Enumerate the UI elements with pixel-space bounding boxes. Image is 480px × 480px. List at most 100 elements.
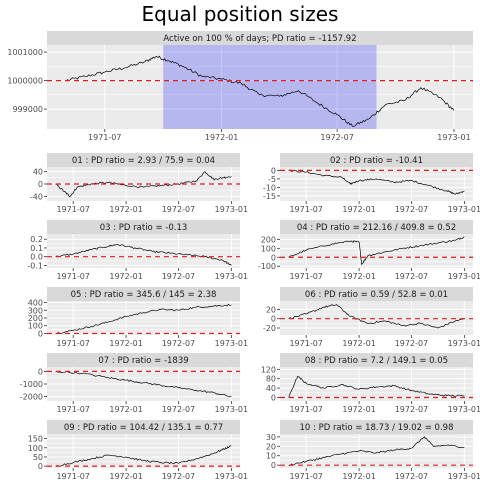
x-tick-label: 1972-07 [395,272,428,281]
x-tick-label: 1972-01 [342,472,375,480]
series-line [288,304,465,329]
y-tick-label: -40 [30,192,43,201]
facet-strip-label: 09 : PD ratio = 104.42 / 135.1 = 0.77 [64,423,223,433]
y-tick-label: 300 [28,306,43,315]
x-tick-label: 1972-07 [320,133,353,142]
facet-strip-label: 02 : PD ratio = -10.41 [330,156,423,166]
panel-07: 07 : PD ratio = -1839 -2000 -1000 0 1971-07 1… [20,353,248,414]
panel-02: 02 : PD ratio = -10.41 -15-10-50 1971-07 19… [263,153,480,214]
x-tick-label: 1973-01 [448,272,480,281]
x-tick-label: 1973-01 [437,133,470,142]
plot-panel [47,434,240,468]
panel-08: 08 : PD ratio = 7.2 / 149.1 = 0.05040801… [261,353,480,414]
x-tick-label: 1972-07 [395,472,428,480]
x-tick-label: 1972-01 [109,272,142,281]
x-tick-label: 1971-07 [289,472,322,480]
y-tick-label: -10 [263,183,276,192]
y-tick-label: 400 [28,299,43,308]
panel-04: 04 : PD ratio = 212.16 / 409.8 = 0.52 -10… [258,220,480,281]
x-tick-label: 1972-01 [342,205,375,214]
x-tick-label: 1971-07 [56,405,89,414]
y-tick-label: 999000 [12,105,43,114]
facet-strip [47,153,240,167]
y-tick-label: 20 [266,442,276,451]
x-tick-label: 1972-01 [109,472,142,480]
x-tick-label: 1972-07 [162,405,195,414]
x-tick-label: 1972-07 [162,205,195,214]
facet-strip [47,220,240,234]
series-line [55,244,232,266]
series-line [55,371,232,397]
y-tick-label: 0 [38,367,43,376]
y-tick-label: -1000 [20,380,43,389]
chart-panels: Active on 100 % of days; PD ratio = -115… [7,31,480,480]
plot-panel [280,167,473,201]
y-tick-label: -0.1 [27,261,43,270]
series-line [288,169,465,195]
panel-06: 06 : PD ratio = 0.59 / 52.8 = 0.01 -20020… [263,287,480,348]
facet-strip [280,153,473,167]
y-tick-label: 200 [28,314,43,323]
x-tick-label: 1971-07 [56,472,89,480]
x-tick-label: 1971-07 [289,205,322,214]
series-line [288,236,465,266]
y-tick-label: 10 [266,452,276,461]
y-tick-label: 200 [261,235,276,244]
y-tick-label: -5 [268,175,276,184]
x-tick-label: 1973-01 [215,272,248,281]
x-tick-label: 1972-07 [162,339,195,348]
x-tick-label: 1971-07 [56,272,89,281]
y-tick-label: 0 [271,166,276,175]
x-tick-label: 1972-01 [342,272,375,281]
series-line [55,445,232,467]
y-tick-label: 20 [266,305,276,314]
facet-strip [280,287,473,301]
x-tick-label: 1972-01 [109,205,142,214]
y-tick-label: 0 [38,329,43,338]
facet-strip [47,420,240,434]
y-tick-label: 120 [261,365,276,374]
facet-strip-label: 03 : PD ratio = -0.13 [100,223,188,233]
x-tick-label: 1971-07 [88,133,121,142]
y-tick-label: 0.1 [30,244,43,253]
x-tick-label: 1973-01 [448,472,480,480]
x-tick-label: 1973-01 [215,205,248,214]
x-tick-label: 1972-07 [162,272,195,281]
panel-09: 09 : PD ratio = 104.42 / 135.1 = 0.77 050… [28,420,248,480]
series-line [55,171,232,198]
x-tick-label: 1972-01 [342,405,375,414]
x-tick-label: 1971-07 [56,339,89,348]
y-tick-label: -100 [258,262,276,271]
y-tick-label: 80 [266,375,276,384]
x-tick-label: 1971-07 [289,405,322,414]
y-tick-label: -15 [263,192,276,201]
y-tick-label: 100 [28,444,43,453]
facet-strip [280,220,473,234]
x-tick-label: 1971-07 [289,272,322,281]
facet-strip-label: 01 : PD ratio = 2.93 / 75.9 = 0.04 [72,156,215,166]
series-line [288,375,465,398]
plot-panel [47,45,473,129]
y-tick-label: 30 [266,433,276,442]
x-tick-label: 1972-07 [395,205,428,214]
facet-strip-label: 10 : PD ratio = 18.73 / 19.02 = 0.98 [300,423,454,433]
y-tick-label: 0 [271,315,276,324]
y-tick-label: 100 [261,244,276,253]
facet-strip-label: 08 : PD ratio = 7.2 / 149.1 = 0.05 [305,356,448,366]
panel-03: 03 : PD ratio = -0.13 -0.10.00.10.2 1971-0… [27,220,248,281]
facet-strip [47,31,473,45]
y-tick-label: -20 [263,324,276,333]
active-period-highlight [163,45,377,129]
facet-strip [47,287,240,301]
facet-strip [280,353,473,367]
x-tick-label: 1972-07 [395,339,428,348]
y-tick-label: 0.2 [30,235,43,244]
y-tick-label: -2000 [20,393,43,402]
y-tick-label: 0.0 [30,253,43,262]
x-tick-label: 1973-01 [215,405,248,414]
series-line [288,436,465,466]
y-tick-label: 0 [38,462,43,471]
panel-05: 05 : PD ratio = 345.6 / 145 = 2.38 010020… [28,287,248,348]
x-tick-label: 1971-07 [56,205,89,214]
